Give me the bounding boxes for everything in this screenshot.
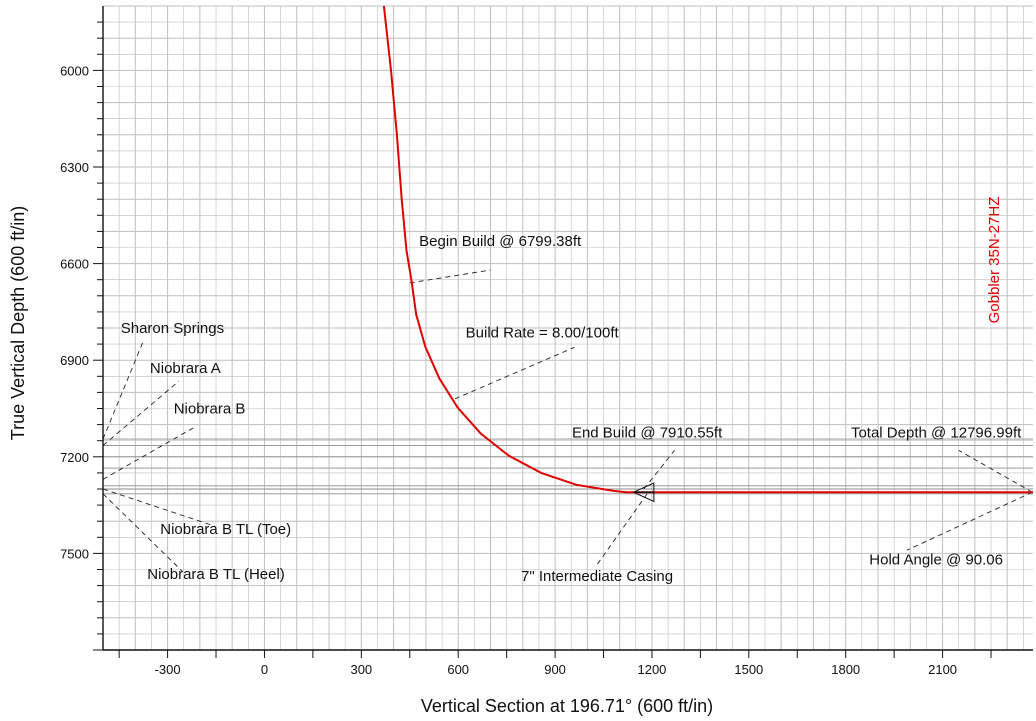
annotation-label: Niobrara B TL (Heel) — [147, 566, 285, 583]
x-axis-title: Vertical Section at 196.71° (600 ft/in) — [421, 696, 713, 716]
annotation-label: Niobrara A — [150, 360, 221, 377]
y-tick-label: 7500 — [60, 546, 89, 561]
x-tick-label: 1500 — [734, 662, 763, 677]
x-tick-label: 2100 — [928, 662, 957, 677]
annotation-label: Sharon Springs — [121, 320, 224, 337]
x-tick-label: 600 — [447, 662, 469, 677]
annotations: Begin Build @ 6799.38ft Build Rate = 8.00… — [121, 233, 1022, 585]
annotation-leader — [102, 493, 183, 572]
formation-lines — [103, 438, 1033, 495]
annotation-leader — [596, 493, 648, 565]
annotation-leader — [454, 346, 575, 400]
x-tick-label: 300 — [350, 662, 372, 677]
x-tick-label: -300 — [155, 662, 181, 677]
casing-marker — [633, 482, 655, 493]
grid — [102, 5, 1033, 651]
annotation-label: End Build @ 7910.55ft — [572, 424, 723, 441]
annotation-leader — [643, 450, 675, 490]
casing-marker — [633, 491, 655, 503]
annotation-leader — [102, 380, 180, 446]
annotation-label: Build Rate = 8.00/100ft — [466, 325, 620, 342]
y-tick-label: 7200 — [60, 450, 89, 465]
annotation-leader — [102, 488, 215, 527]
annotation-label: Begin Build @ 6799.38ft — [419, 233, 582, 250]
annotation-label: 7" Intermediate Casing — [521, 568, 673, 585]
x-tick-label: 900 — [544, 662, 566, 677]
annotation-label: Hold Angle @ 90.06 — [869, 552, 1003, 569]
y-tick-label: 6000 — [60, 63, 89, 78]
annotation-leaders — [102, 269, 1033, 572]
annotation-label: Niobrara B TL (Toe) — [160, 521, 291, 538]
y-tick-label: 6900 — [60, 353, 89, 368]
annotation-label: Total Depth @ 12796.99ft — [851, 424, 1022, 441]
axes — [93, 6, 1033, 658]
tick-labels: -300 0 300 600 900 1200 1500 1800 2100 6000 6300 66… — [60, 63, 957, 677]
x-tick-label: 1200 — [637, 662, 666, 677]
annotation-leader — [409, 269, 491, 284]
x-tick-label: 0 — [261, 662, 268, 677]
annotation-leader — [102, 427, 194, 480]
y-axis-title: True Vertical Depth (600 ft/in) — [8, 206, 28, 440]
x-tick-label: 1800 — [831, 662, 860, 677]
y-tick-label: 6300 — [60, 160, 89, 175]
casing-symbols — [633, 482, 655, 503]
y-tick-label: 6600 — [60, 257, 89, 272]
well-name-label: Gobbler 35N-27HZ — [986, 197, 1003, 324]
annotation-label: Niobrara B — [174, 400, 246, 417]
